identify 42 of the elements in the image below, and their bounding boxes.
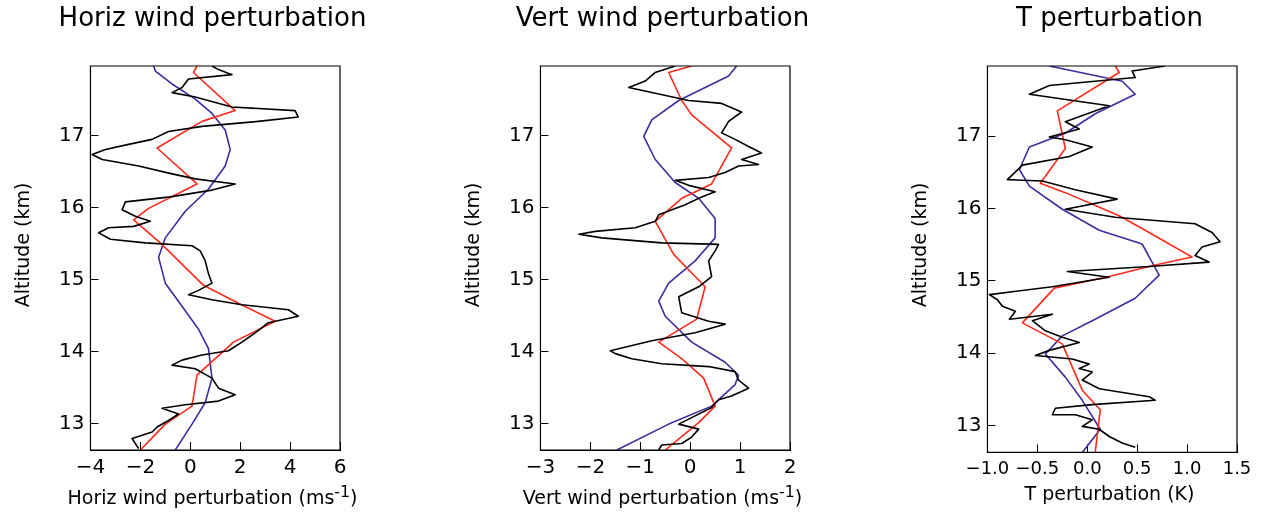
x-tick-label: −3 xyxy=(525,454,556,479)
x-tick-label: 0.5 xyxy=(1122,456,1152,478)
y-tick-label: 14 xyxy=(509,337,535,362)
y-tick-label: 15 xyxy=(509,265,535,290)
y-tick-label: 16 xyxy=(509,193,535,218)
y-axis-title: Altitude (km) xyxy=(908,182,930,308)
y-tick-label: 15 xyxy=(59,265,85,290)
x-axis-title: Horiz wind perturbation (ms$^{-1}$) xyxy=(66,482,359,509)
y-tick-label: 13 xyxy=(59,409,85,434)
x-tick-label: 1.0 xyxy=(1172,456,1202,478)
x-axis-title: Vert wind perturbation (ms$^{-1}$) xyxy=(521,482,804,509)
x-tick-label: 0 xyxy=(683,454,697,479)
x-tick-label: −2 xyxy=(575,454,606,479)
y-tick-label: 16 xyxy=(59,193,85,218)
x-tick-label: 1 xyxy=(733,454,747,479)
x-axis-title: T perturbation (K) xyxy=(1023,482,1196,504)
x-tick-label: 4 xyxy=(283,454,297,479)
chart-title: T perturbation xyxy=(1015,2,1204,32)
x-tick-label: 0 xyxy=(183,454,197,479)
y-tick-label: 14 xyxy=(59,337,85,362)
x-tick-label: 2 xyxy=(233,454,247,479)
x-tick-label: −4 xyxy=(75,454,106,479)
y-tick-label: 17 xyxy=(509,121,535,146)
y-tick-label: 15 xyxy=(956,267,982,292)
y-tick-label: 17 xyxy=(59,121,85,146)
y-tick-label: 13 xyxy=(956,411,982,436)
x-tick-label: −2 xyxy=(125,454,156,479)
chart-title: Vert wind perturbation xyxy=(514,2,811,32)
x-tick-label: −1 xyxy=(625,454,656,479)
x-tick-label: 1.5 xyxy=(1222,456,1252,478)
y-axis-title: Altitude (km) xyxy=(461,182,483,308)
x-tick-label: 6 xyxy=(333,454,347,479)
y-tick-label: 13 xyxy=(509,409,535,434)
y-axis-title: Altitude (km) xyxy=(11,182,33,308)
x-tick-label: 2 xyxy=(783,454,797,479)
y-tick-label: 14 xyxy=(956,339,982,364)
y-tick-label: 16 xyxy=(956,194,982,219)
y-tick-label: 17 xyxy=(956,122,982,147)
x-tick-label: 0.0 xyxy=(1072,456,1102,478)
chart-title: Horiz wind perturbation xyxy=(57,2,368,32)
x-tick-label: −1.0 xyxy=(965,456,1010,478)
x-tick-label: −0.5 xyxy=(1015,456,1060,478)
